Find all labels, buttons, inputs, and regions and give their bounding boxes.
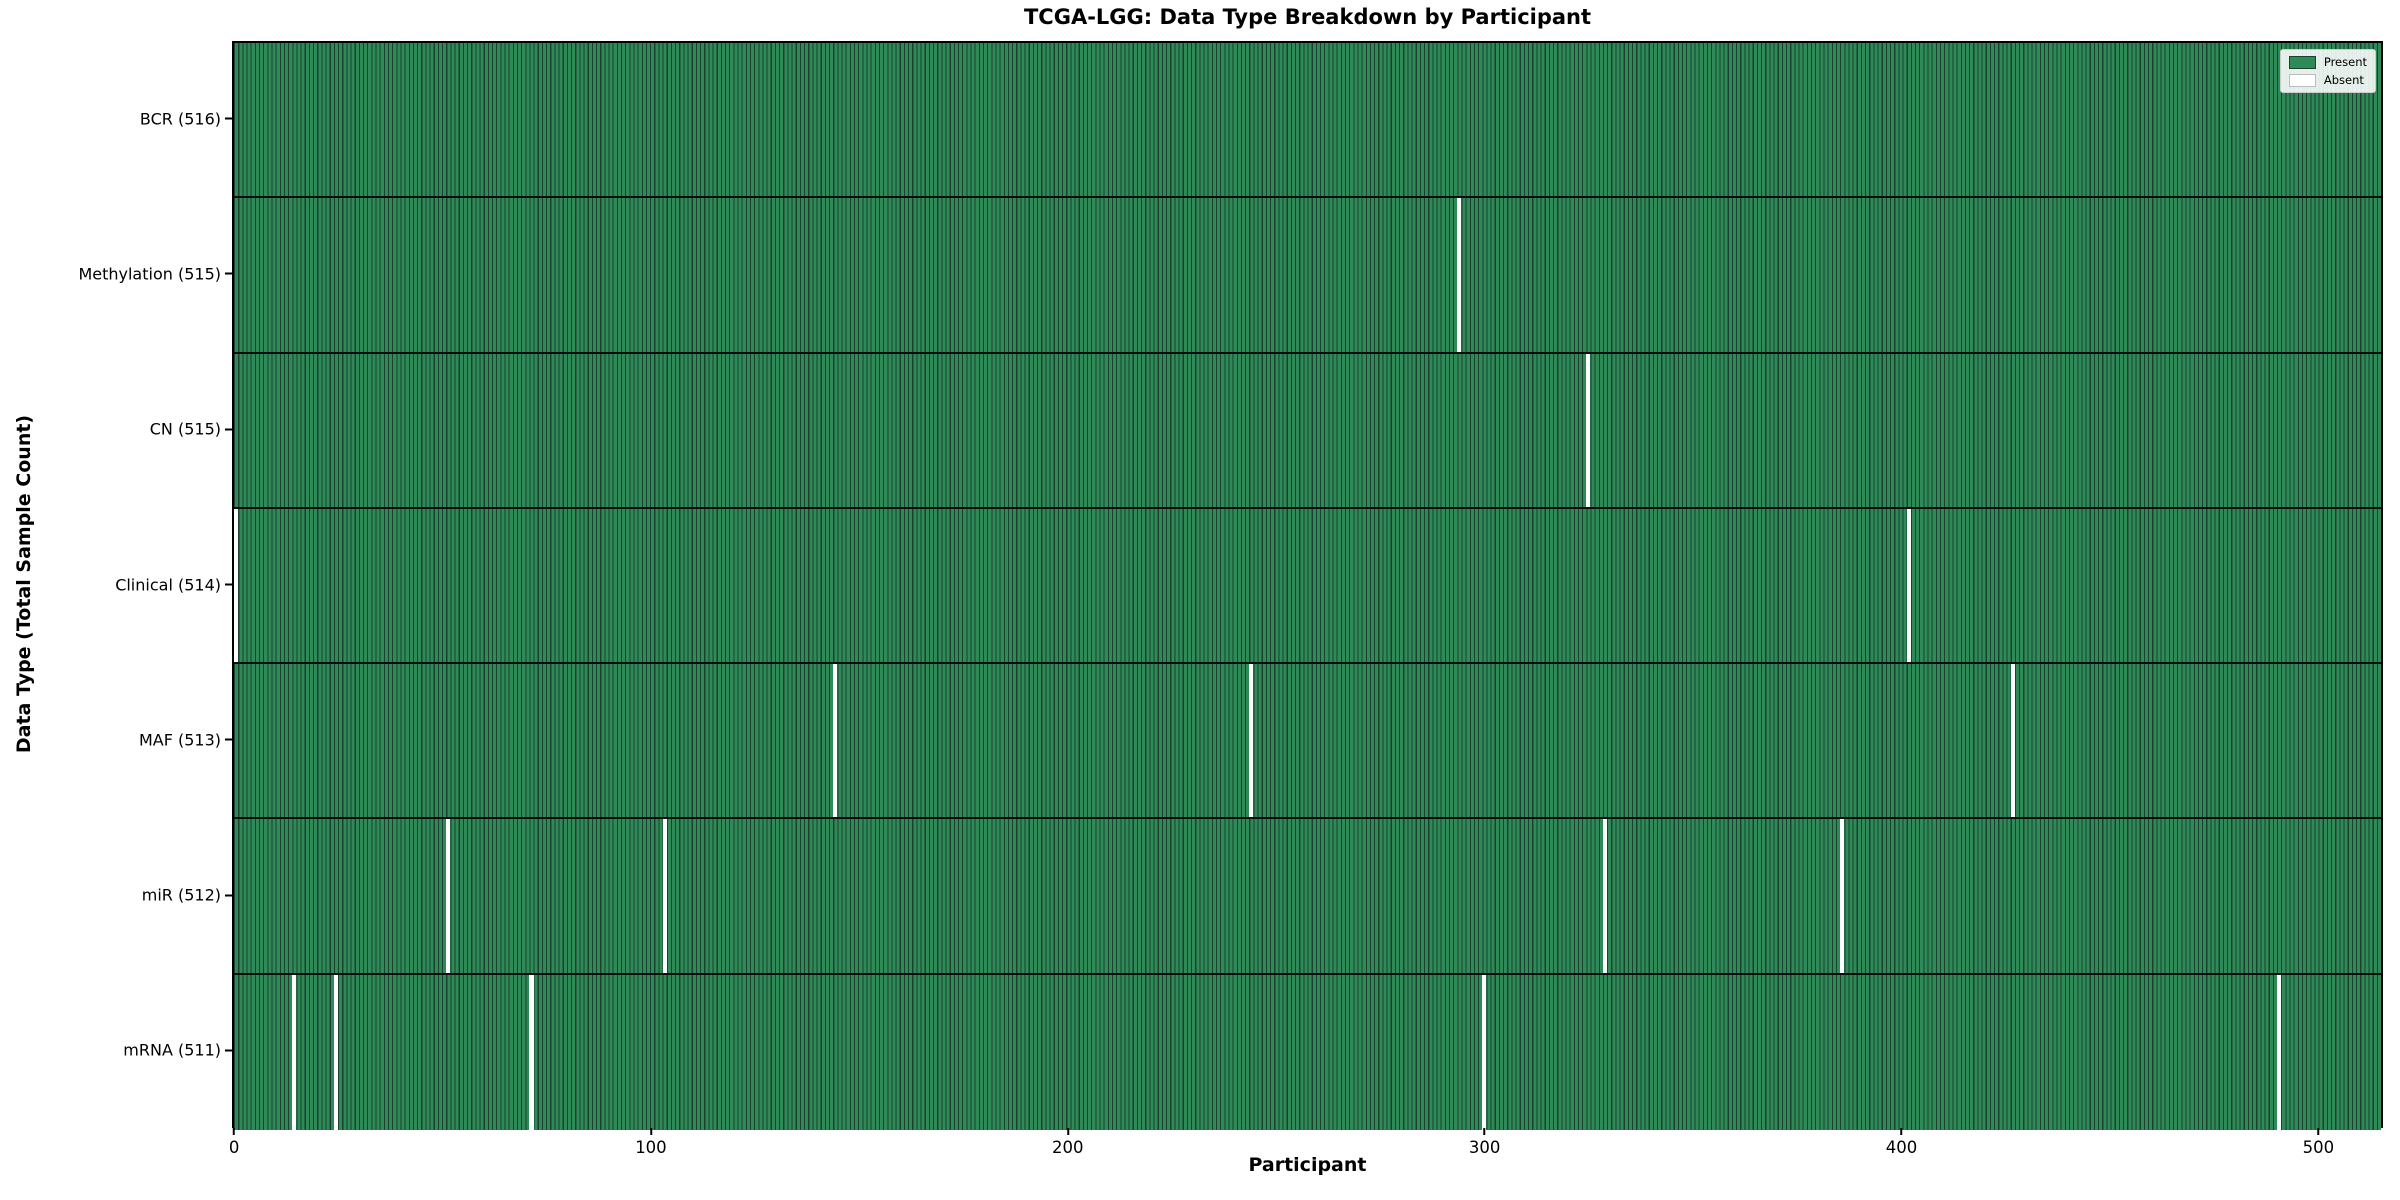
absent-gap-clinical-402 [1906, 508, 1911, 663]
y-tick-mark [225, 738, 232, 741]
y-tick-label: Clinical (514) [115, 575, 221, 594]
legend-label: Absent [2323, 73, 2364, 87]
legend-label: Present [2323, 55, 2367, 69]
x-tick-mark [2317, 1128, 2320, 1135]
x-tick-label: 200 [1052, 1138, 1084, 1157]
y-tick-mark [225, 1049, 232, 1052]
absent-gap-mir-51 [446, 819, 451, 973]
x-tick-mark [1900, 1128, 1903, 1135]
plot-area: Present Absent [232, 41, 2383, 1130]
y-tick-cn: CN (515) [150, 420, 232, 439]
y-axis: BCR (516) Methylation (515) CN (515) Clinic… [0, 41, 232, 1128]
heatmap-row-mrna [234, 974, 2381, 1130]
x-tick-mark [233, 1128, 236, 1135]
x-tick-100: 100 [635, 1128, 667, 1157]
y-tick-label: CN (515) [149, 419, 221, 439]
absent-gap-mrna-491 [2276, 974, 2282, 1130]
x-tick-300: 300 [1468, 1128, 1501, 1157]
absent-gap-clinical-0 [234, 508, 239, 663]
absent-gap-mir-103 [662, 819, 667, 973]
heatmap-row-bcr [234, 43, 2381, 199]
y-tick-mark [225, 894, 232, 897]
x-tick-400: 400 [1885, 1128, 1918, 1157]
x-tick-0: 0 [228, 1128, 240, 1157]
absent-gap-cn-325 [1586, 353, 1591, 507]
absent-gap-mir-386 [1840, 819, 1845, 973]
x-tick-label: 500 [2302, 1138, 2335, 1157]
absent-gap-mrna-71 [529, 974, 534, 1130]
absent-gap-mrna-300 [1482, 974, 1487, 1130]
x-tick-mark [1066, 1128, 1069, 1135]
chart-title: TCGA-LGG: Data Type Breakdown by Partici… [1023, 5, 1592, 29]
absent-gap-maf-244 [1249, 664, 1254, 818]
heatmap-row-cn [234, 353, 2381, 509]
y-tick-label: mRNA (511) [123, 1040, 221, 1060]
y-tick-mrna: mRNA (511) [123, 1041, 232, 1060]
absent-gap-mir-329 [1602, 819, 1608, 973]
x-tick-mark [649, 1128, 652, 1135]
y-tick-label: Methylation (515) [78, 264, 221, 284]
absent-gap-mrna-24 [333, 974, 339, 1130]
y-tick-mark [225, 428, 232, 431]
heatmap-row-clinical [234, 508, 2381, 665]
x-axis-label: Participant [1248, 1154, 1367, 1176]
absent-gap-maf-427 [2010, 664, 2015, 818]
legend: Present Absent [2279, 49, 2376, 93]
y-tick-label: BCR (516) [139, 109, 221, 129]
x-tick-500: 500 [2302, 1128, 2335, 1157]
y-tick-methylation: Methylation (515) [78, 264, 232, 283]
y-tick-clinical: Clinical (514) [115, 575, 232, 594]
y-tick-label: miR (512) [141, 885, 221, 905]
legend-entry-absent: Absent [2288, 73, 2367, 87]
legend-swatch-absent [2288, 73, 2316, 87]
y-tick-maf: MAF (513) [139, 730, 232, 749]
y-tick-mark [225, 272, 232, 275]
y-tick-mir: miR (512) [142, 886, 232, 905]
y-tick-mark [225, 117, 232, 120]
y-tick-mark [225, 583, 232, 586]
x-tick-label: 0 [228, 1138, 240, 1157]
y-tick-bcr: BCR (516) [140, 109, 232, 128]
heatmap-rows [234, 43, 2381, 1130]
y-tick-label: MAF (513) [138, 730, 221, 750]
heatmap-row-mir [234, 819, 2381, 975]
legend-entry-present: Present [2288, 55, 2367, 69]
heatmap-row-maf [234, 664, 2381, 820]
absent-gap-methylation-294 [1457, 198, 1462, 352]
heatmap-row-methylation [234, 198, 2381, 354]
absent-gap-maf-144 [833, 664, 838, 818]
x-tick-label: 300 [1468, 1138, 1501, 1157]
legend-swatch-present [2288, 55, 2316, 69]
x-tick-mark [1483, 1128, 1486, 1135]
x-tick-label: 400 [1885, 1138, 1918, 1157]
absent-gap-mrna-14 [292, 974, 297, 1130]
x-tick-200: 200 [1052, 1128, 1084, 1157]
x-axis: 0 100 200 300 400 500 [228, 1128, 2383, 1158]
x-tick-label: 100 [635, 1138, 667, 1157]
